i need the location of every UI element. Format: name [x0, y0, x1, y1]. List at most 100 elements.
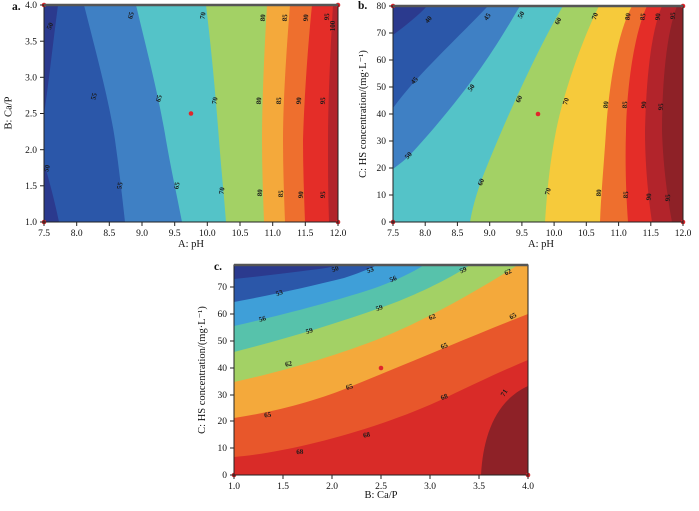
- contour-label: 70: [210, 96, 219, 105]
- x-tick-label: 7.5: [387, 229, 399, 239]
- contour-label: 80: [259, 13, 268, 21]
- contour-label: 65: [508, 311, 518, 322]
- y-tick-label: 0: [381, 218, 386, 228]
- x-tick-label: 4.0: [522, 482, 534, 492]
- y-tick-label: 70: [377, 29, 387, 39]
- x-tick-label: 10.5: [578, 229, 595, 239]
- contour-label: 68: [440, 392, 450, 402]
- contour-label: 60: [553, 16, 564, 26]
- x-tick-label: 10.5: [232, 229, 249, 239]
- x-tick-label: 10.0: [546, 229, 563, 239]
- contour-label: 90: [645, 193, 654, 201]
- x-tick-label: 10.0: [199, 229, 216, 239]
- contour-plot-c: 50 53 53 56 56 59 59 59 62 62 62 65 65 65 65 68 68 68 71 1.…: [218, 263, 534, 492]
- contour-label: 45: [409, 75, 420, 86]
- y-tick-label: 50: [377, 83, 387, 93]
- contour-label: 70: [543, 187, 553, 196]
- contour-bands: [393, 6, 683, 222]
- contour-label: 59: [375, 303, 385, 313]
- x-tick-label: 1.5: [277, 482, 289, 492]
- contour-bands: [44, 5, 338, 222]
- contour-label: 68: [296, 448, 304, 457]
- y-tick-label: 2.5: [25, 110, 37, 120]
- contour-label: 85: [277, 189, 286, 197]
- x-tick-label: 8.5: [451, 229, 463, 239]
- y-tick-label: 3.5: [25, 37, 37, 47]
- y-tick-label: 10: [377, 191, 387, 201]
- design-point: [188, 111, 194, 116]
- x-axis-title-c: B: Ca/P: [364, 490, 398, 501]
- contour-label: 95: [319, 190, 328, 198]
- contour-label: 50: [466, 82, 477, 93]
- contour-label: 56: [388, 274, 398, 284]
- contour-label: 100: [329, 20, 337, 31]
- y-tick-label: 3.0: [25, 74, 37, 84]
- contour-band: [234, 265, 343, 279]
- contour-label: 80: [256, 188, 265, 196]
- contour-bands: [234, 265, 528, 475]
- contour-label: 55: [89, 92, 99, 101]
- contour-label: 85: [639, 12, 648, 21]
- contour-label: 62: [503, 267, 513, 278]
- contour-label: 50: [45, 21, 55, 31]
- design-point: [535, 111, 541, 117]
- contour-label: 70: [218, 186, 227, 195]
- contour-label: 60: [514, 94, 524, 104]
- contour-label: 85: [621, 100, 630, 108]
- panel-letter-a: a.: [12, 1, 21, 13]
- contour-label: 50: [516, 10, 527, 20]
- contour-label: 62: [284, 359, 293, 368]
- x-axis-title-b: A: pH: [528, 239, 554, 250]
- contour-label: 85: [622, 191, 631, 199]
- x-tick-label: 8.0: [419, 229, 431, 239]
- contour-label: 65: [126, 11, 136, 20]
- contour-label: 56: [258, 314, 267, 324]
- contour-label: 59: [305, 326, 315, 336]
- x-tick-label: 9.0: [484, 229, 496, 239]
- contour-label: 95: [657, 103, 666, 111]
- contour-label: 90: [654, 12, 663, 20]
- design-point: [378, 365, 384, 371]
- y-tick-label: 2.0: [25, 146, 37, 156]
- contour-label: 62: [428, 312, 438, 322]
- contour-label: 40: [423, 14, 434, 25]
- x-tick-label: 8.5: [103, 229, 115, 239]
- y-tick-label: 60: [218, 310, 228, 320]
- y-tick-label: 20: [377, 164, 387, 174]
- contour-label: 60: [476, 177, 486, 187]
- x-tick-label: 9.5: [169, 229, 181, 239]
- x-tick-label: 12.0: [675, 229, 692, 239]
- y-axis-title-b: C: HS concentration/(mg·L⁻¹): [358, 50, 369, 178]
- y-tick-label: 70: [218, 283, 228, 293]
- contour-label: 65: [264, 411, 273, 420]
- contour-label: 68: [362, 430, 371, 439]
- y-tick-label: 40: [377, 110, 387, 120]
- contour-label: 59: [458, 265, 468, 275]
- contour-label: 50: [403, 150, 414, 161]
- contour-plot-b: 40 45 45 50 50 50 60 60 60 70 70 70 80 80 80 85 85 85 90 90…: [377, 2, 692, 239]
- x-axis-title-a: A: pH: [178, 239, 204, 250]
- y-tick-label: 1.0: [25, 218, 37, 228]
- y-tick-label: 40: [218, 364, 228, 374]
- y-tick-label: 30: [377, 137, 387, 147]
- contour-label: 70: [590, 11, 600, 21]
- x-tick-label: 9.0: [136, 229, 148, 239]
- contour-label: 80: [602, 100, 611, 108]
- contour-label: 90: [640, 101, 649, 109]
- contour-label: 90: [295, 96, 304, 104]
- x-tick-label: 11.5: [297, 229, 314, 239]
- contour-label: 80: [255, 96, 264, 104]
- contour-label: 80: [595, 189, 604, 197]
- x-tick-label: 9.5: [516, 229, 528, 239]
- contour-plot-a: 50 50 55 55 65 65 65 70 70 70 80 80 80 85 85 85 90 90 90 95…: [25, 1, 346, 239]
- contour-label: 45: [482, 11, 493, 22]
- contour-label: 70: [561, 96, 571, 106]
- y-tick-label: 20: [218, 417, 228, 427]
- y-axis-title-a: B: Ca/P: [3, 96, 15, 130]
- contour-band: [393, 6, 427, 35]
- contour-label: 65: [154, 94, 164, 103]
- contour-label: 65: [440, 341, 450, 351]
- x-tick-label: 11.5: [643, 229, 660, 239]
- contour-label: 95: [319, 96, 328, 104]
